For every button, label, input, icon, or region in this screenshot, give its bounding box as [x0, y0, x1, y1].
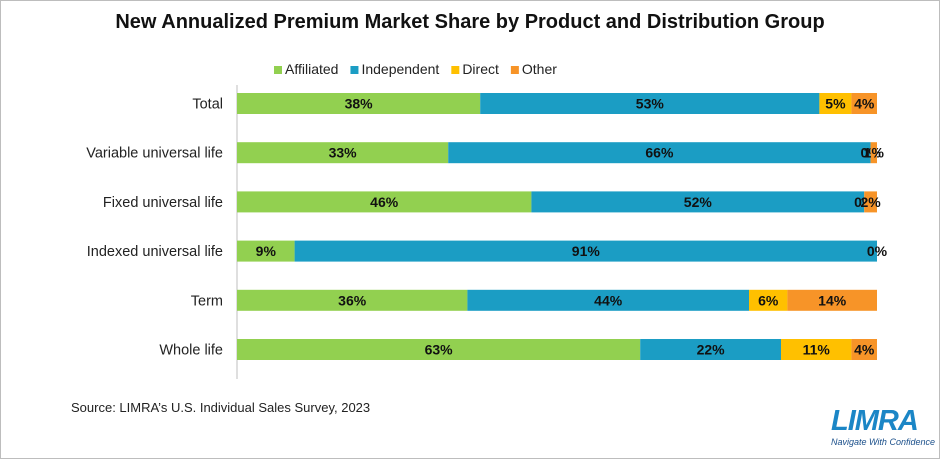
bar-segment-affiliated	[237, 240, 295, 262]
data-label: 4%	[854, 342, 875, 358]
bar-segment-independent	[640, 339, 781, 360]
bar-segment-independent	[531, 191, 865, 213]
data-label: 1%	[864, 145, 885, 161]
logo-tagline: Navigate With Confidence	[831, 437, 935, 447]
data-label: 4%	[854, 96, 875, 112]
bar-segment-other	[870, 142, 877, 164]
data-label: 0%	[867, 243, 888, 259]
category-label: Fixed universal life	[103, 195, 223, 211]
legend-swatch-other	[510, 66, 519, 74]
bar-segment-direct	[819, 93, 852, 114]
data-label: 9%	[256, 243, 277, 259]
bar-segment-independent	[467, 289, 749, 311]
category-label: Total	[192, 97, 223, 113]
data-label: 14%	[818, 292, 847, 308]
legend-label-affiliated: Affiliated	[285, 61, 338, 77]
legend-label-other: Other	[522, 61, 557, 77]
data-label: 5%	[825, 96, 846, 112]
bar-segment-affiliated	[237, 339, 641, 360]
bar-segment-affiliated	[237, 289, 468, 311]
data-label: 63%	[425, 342, 454, 358]
legend-swatch-direct	[451, 66, 460, 74]
data-label: 33%	[329, 145, 358, 161]
bar-segment-affiliated	[237, 191, 532, 213]
data-label: 53%	[636, 96, 665, 112]
bar-segment-direct	[749, 289, 788, 311]
data-label: 91%	[572, 243, 601, 259]
bar-segment-independent	[448, 142, 871, 164]
bar-segment-other	[851, 93, 877, 114]
data-label: 6%	[758, 292, 779, 308]
data-label: 22%	[697, 342, 726, 358]
bar-segment-independent	[480, 93, 820, 114]
data-label: 46%	[370, 194, 399, 210]
logo-wordmark: LIMRA	[831, 405, 919, 437]
bar-segment-other	[787, 289, 877, 311]
category-label: Whole life	[159, 343, 223, 359]
data-label: 2%	[860, 194, 881, 210]
legend-label-direct: Direct	[462, 61, 499, 77]
data-label: 38%	[345, 96, 374, 112]
bar-segment-direct	[781, 339, 852, 360]
chart-title: New Annualized Premium Market Share by P…	[115, 11, 825, 33]
legend-label-independent: Independent	[361, 61, 439, 77]
bar-segment-other	[851, 339, 877, 360]
limra-logo: LIMRA Navigate With Confidence	[827, 405, 935, 451]
legend-swatch-independent	[350, 66, 359, 74]
category-label: Variable universal life	[86, 146, 223, 162]
legend-swatch-affiliated	[274, 66, 282, 74]
source-note: Source: LIMRA’s U.S. Individual Sales Su…	[71, 400, 371, 415]
data-label: 44%	[594, 292, 623, 308]
data-label: 36%	[338, 292, 367, 308]
data-label: 11%	[803, 342, 831, 358]
bar-segment-other	[864, 191, 877, 213]
bar-segment-affiliated	[237, 142, 449, 164]
bar-segment-affiliated	[237, 93, 481, 114]
data-label: 52%	[684, 194, 713, 210]
bar-segment-independent	[294, 240, 878, 262]
category-label: Term	[191, 293, 223, 309]
data-label: 66%	[645, 145, 674, 161]
category-label: Indexed universal life	[87, 244, 223, 260]
